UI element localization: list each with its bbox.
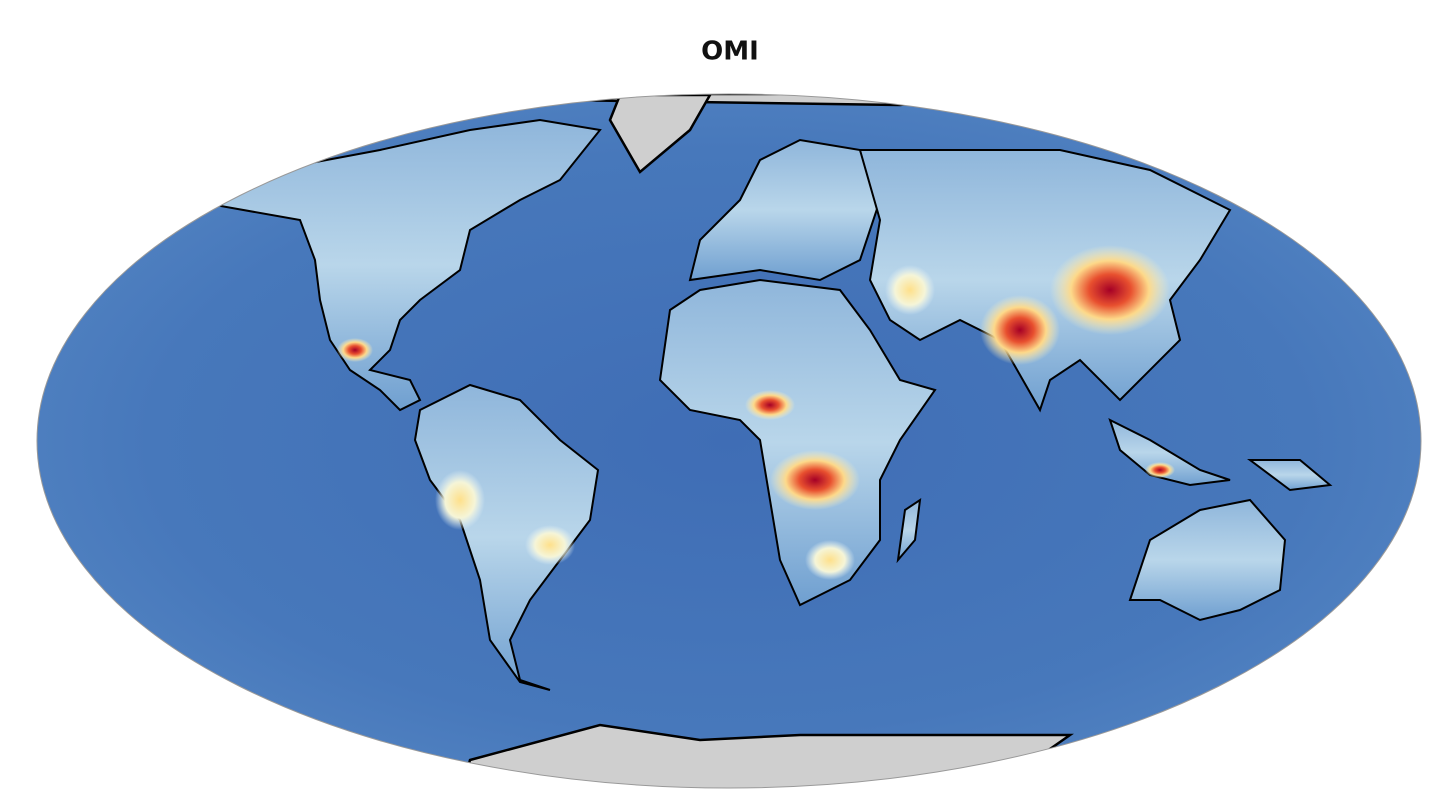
greenland: [608, 94, 713, 174]
north-america: [211, 118, 602, 412]
hotspot: [1145, 462, 1175, 478]
globe: [37, 94, 1421, 788]
hotspot: [805, 540, 855, 580]
africa: [658, 278, 937, 607]
arctic-ice: [449, 94, 1001, 107]
madagascar: [896, 497, 922, 564]
hotspot: [337, 338, 373, 362]
hotspot: [770, 450, 860, 510]
hotspot: [980, 295, 1060, 365]
hotspot: [1050, 245, 1170, 335]
globe-outline: [36, 93, 1422, 789]
hotspot: [435, 470, 485, 530]
australia: [1128, 498, 1287, 622]
hotspot: [745, 390, 795, 420]
hotspot: [525, 525, 575, 565]
map-title: OMI: [701, 37, 759, 67]
hotspot: [885, 265, 935, 315]
asia: [858, 149, 1232, 413]
indonesia: [1108, 418, 1231, 487]
new-guinea: [1247, 459, 1333, 492]
hotspots: [337, 245, 1175, 580]
